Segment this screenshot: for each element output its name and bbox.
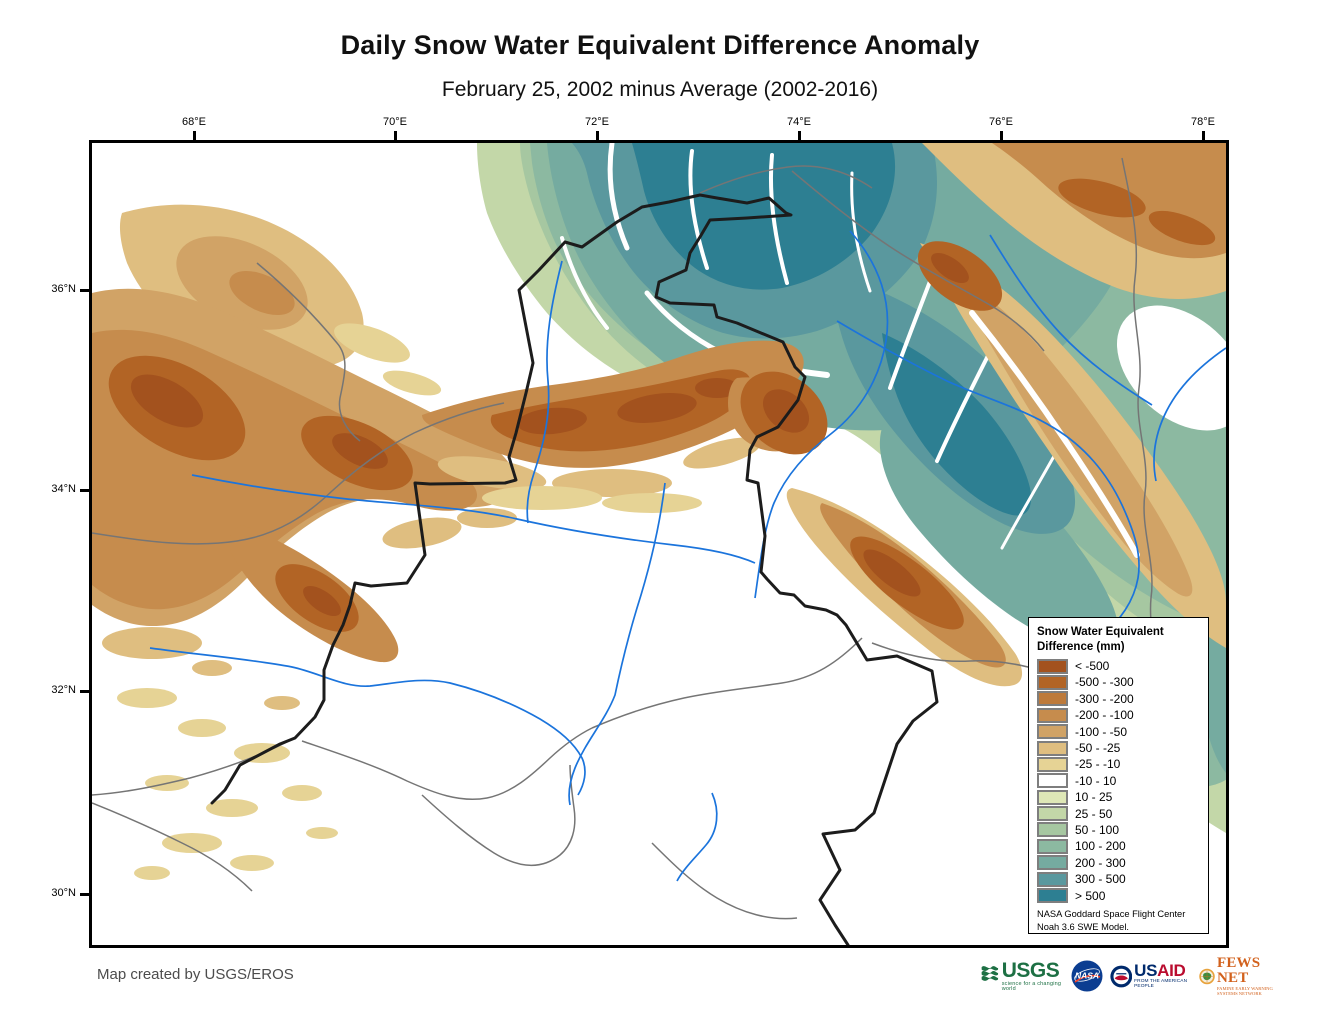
legend-row: -300 - -200 <box>1037 691 1200 707</box>
anomaly-map <box>92 143 1226 945</box>
legend-row-label: -200 - -100 <box>1075 708 1134 723</box>
legend-swatch <box>1037 674 1068 690</box>
longitude-tick <box>1202 131 1205 141</box>
legend-row: -100 - -50 <box>1037 723 1200 740</box>
legend-row: 300 - 500 <box>1037 871 1200 887</box>
latitude-tick-label: 32°N <box>51 684 76 696</box>
usgs-wordmark: USGS <box>1001 958 1060 982</box>
legend-row-label: -100 - -50 <box>1075 724 1128 739</box>
legend-row-label: -50 - -25 <box>1075 741 1121 756</box>
legend-row: > 500 <box>1037 887 1200 904</box>
page-title: Daily Snow Water Equivalent Difference A… <box>340 30 980 60</box>
fewsnet-globe-icon <box>1199 968 1215 984</box>
latitude-tick <box>80 289 90 292</box>
usaid-tagline: FROM THE AMERICAN PEOPLE <box>1134 979 1188 989</box>
map-credit: Map created by USGS/EROS <box>97 966 294 983</box>
svg-text:NASA: NASA <box>1074 971 1098 981</box>
latitude-tick-label: 34°N <box>51 483 76 495</box>
legend-swatch <box>1037 773 1068 789</box>
legend-entries: < -500 -500 - -300 -300 - -200 -200 - -100-… <box>1037 658 1200 904</box>
longitude-tick <box>596 131 599 141</box>
latitude-tick-label: 36°N <box>51 283 76 295</box>
legend-swatch <box>1037 838 1068 854</box>
basin-boundary-line <box>210 193 939 945</box>
legend-row: -25 - -10 <box>1037 756 1200 772</box>
river-lines <box>149 230 1226 882</box>
usgs-logo: USGS science for a changing world <box>980 960 1064 993</box>
latitude-tick-label: 30°N <box>51 887 76 899</box>
usaid-seal-icon <box>1109 965 1132 987</box>
legend-row: -50 - -25 <box>1037 740 1200 756</box>
legend-row-label: -300 - -200 <box>1075 691 1134 706</box>
legend-swatch <box>1037 806 1068 822</box>
legend-row-label: 10 - 25 <box>1075 790 1113 805</box>
legend-row: < -500 <box>1037 658 1200 674</box>
legend-row: 100 - 200 <box>1037 838 1200 854</box>
logo-row: USGS science for a changing world NASA U… <box>980 955 1273 996</box>
legend-swatch <box>1037 888 1068 904</box>
legend-swatch <box>1037 855 1068 871</box>
legend-row-label: 300 - 500 <box>1075 872 1126 887</box>
legend-row: -500 - -300 <box>1037 674 1200 690</box>
legend-swatch <box>1037 871 1068 887</box>
longitude-tick <box>1000 131 1003 141</box>
legend-swatch <box>1037 789 1068 805</box>
legend-source: NASA Goddard Space Flight Center Noah 3.… <box>1037 908 1186 932</box>
longitude-tick-label: 76°E <box>989 116 1013 128</box>
longitude-tick <box>394 131 397 141</box>
legend-title: Snow Water Equivalent Difference (mm) <box>1037 626 1164 653</box>
legend-row-label: -500 - -300 <box>1075 675 1134 690</box>
legend-swatch <box>1037 658 1068 674</box>
latitude-tick <box>80 489 90 492</box>
legend-row-label: < -500 <box>1075 659 1110 674</box>
fewsnet-wordmark: FEWS NET <box>1216 954 1261 986</box>
legend-row: 25 - 50 <box>1037 805 1200 822</box>
legend-swatch <box>1037 756 1068 772</box>
fewsnet-logo: FEWS NET FAMINE EARLY WARNING SYSTEMS NE… <box>1199 954 1273 996</box>
legend: Snow Water Equivalent Difference (mm) < … <box>1028 617 1209 934</box>
legend-row-label: > 500 <box>1075 888 1106 903</box>
snow-valley-streaks-overlay <box>833 305 1226 657</box>
legend-row: -10 - 10 <box>1037 773 1200 789</box>
usaid-wordmark: USAID <box>1134 961 1186 981</box>
legend-swatch <box>1037 740 1068 756</box>
longitude-tick <box>798 131 801 141</box>
longitude-tick-label: 78°E <box>1191 116 1215 128</box>
longitude-tick-label: 74°E <box>787 116 811 128</box>
legend-row-label: 50 - 100 <box>1075 822 1120 837</box>
legend-swatch <box>1037 724 1068 740</box>
legend-row-label: 100 - 200 <box>1075 839 1126 854</box>
longitude-tick-label: 72°E <box>585 116 609 128</box>
legend-swatch <box>1037 691 1068 707</box>
legend-swatch <box>1037 822 1068 838</box>
longitude-tick <box>193 131 196 141</box>
latitude-tick <box>80 893 90 896</box>
latitude-tick <box>80 690 90 693</box>
nasa-logo: NASA <box>1071 960 1103 992</box>
legend-row: -200 - -100 <box>1037 707 1200 723</box>
legend-row-label: 200 - 300 <box>1075 855 1126 870</box>
longitude-tick-label: 70°E <box>383 116 407 128</box>
page-subtitle: February 25, 2002 minus Average (2002-20… <box>441 78 879 101</box>
legend-row: 200 - 300 <box>1037 855 1200 871</box>
legend-row-label: 25 - 50 <box>1075 806 1113 821</box>
longitude-tick-label: 68°E <box>182 116 206 128</box>
usaid-logo: USAID FROM THE AMERICAN PEOPLE <box>1109 961 1192 991</box>
legend-row-label: -25 - -10 <box>1075 757 1121 772</box>
fewsnet-tagline: FAMINE EARLY WARNING SYSTEMS NETWORK <box>1216 985 1273 996</box>
legend-row-label: -10 - 10 <box>1075 773 1117 788</box>
usgs-wave-icon <box>981 965 999 981</box>
legend-row: 50 - 100 <box>1037 822 1200 838</box>
legend-swatch <box>1037 707 1068 723</box>
usgs-tagline: science for a changing world <box>1001 980 1062 992</box>
legend-row: 10 - 25 <box>1037 789 1200 805</box>
